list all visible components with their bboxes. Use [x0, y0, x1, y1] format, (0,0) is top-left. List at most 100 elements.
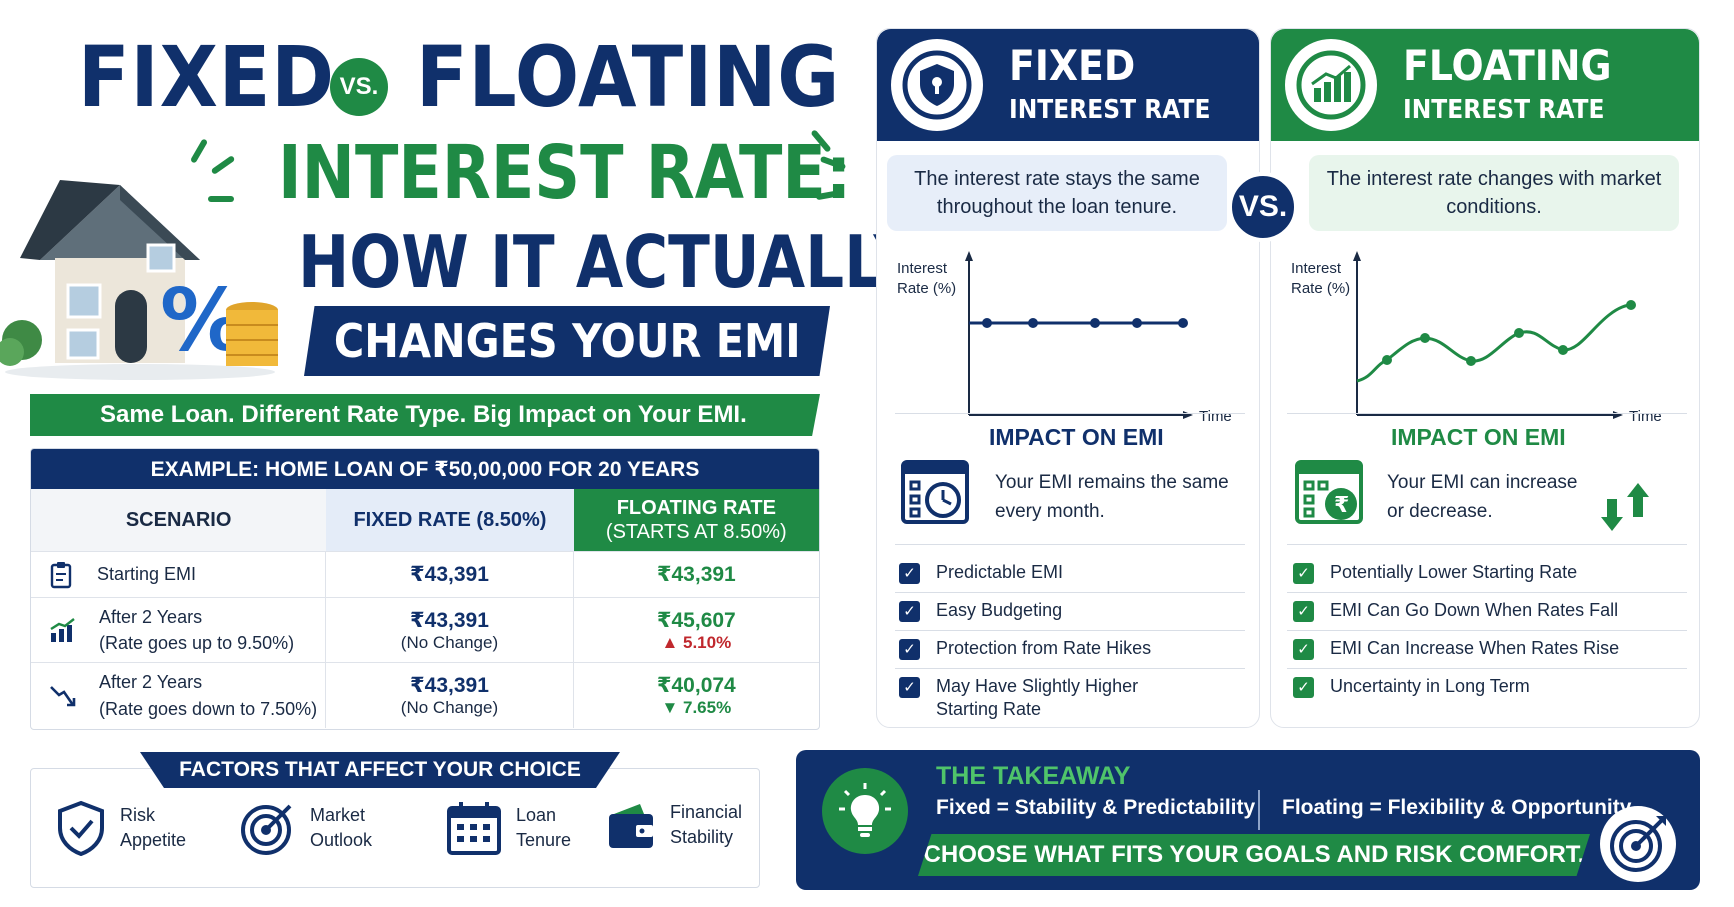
- fixed-point: ✓ Predictable EMI: [899, 561, 1063, 584]
- takeaway-divider: [1258, 790, 1260, 830]
- floating-description: The interest rate changes with market co…: [1309, 155, 1679, 231]
- target-arrow-icon: [1600, 806, 1676, 882]
- row-sublabel: (Rate goes down to 7.50%): [99, 698, 318, 719]
- check-icon: ✓: [1293, 677, 1314, 698]
- floating-point: ✓ Potentially Lower Starting Rate: [1293, 561, 1577, 584]
- emi-change-down: ▼ 7.65%: [661, 698, 732, 717]
- floating-rate-chart: Interest Rate (%) Time: [1291, 251, 1662, 425]
- row-label: Starting EMI: [97, 564, 197, 585]
- fixed-panel-subtitle: INTEREST RATE: [1009, 95, 1211, 125]
- title-floating: FLOATING: [416, 28, 841, 126]
- calendar-icon: [447, 802, 501, 855]
- title-fixed: FIXED: [78, 28, 335, 126]
- fixed-chart-ylabel: Rate (%): [897, 280, 956, 297]
- fixed-rate-point: [1090, 318, 1100, 328]
- check-icon: ✓: [1293, 639, 1314, 660]
- floating-rate-point: [1514, 328, 1524, 338]
- fixed-rate-panel: FIXED INTEREST RATE The interest rate sta…: [876, 28, 1260, 728]
- factor-loan-tenure: Loan Tenure: [446, 800, 571, 856]
- row-label: After 2 Years: [99, 672, 203, 693]
- floating-rate-panel: FLOATING INTEREST RATE The interest rate …: [1270, 28, 1700, 728]
- fixed-rate-point: [982, 318, 992, 328]
- fixed-point: ✓ Protection from Rate Hikes: [899, 637, 1151, 660]
- up-down-arrows-icon: [1601, 483, 1649, 531]
- floating-panel-subtitle: INTEREST RATE: [1403, 95, 1605, 125]
- column-header-scenario: SCENARIO: [31, 489, 327, 551]
- floating-rate-line: [1356, 303, 1632, 383]
- tagline-banner: Same Loan. Different Rate Type. Big Impa…: [30, 394, 820, 436]
- title-interest-rate: INTEREST RATE:: [278, 130, 852, 216]
- svg-text:₹: ₹: [1334, 492, 1349, 517]
- fixed-chart-ylabel: Interest: [897, 260, 948, 277]
- fixed-emi-value: ₹43,391: [410, 674, 489, 697]
- lightbulb-icon: [822, 768, 908, 854]
- column-header-floating: FLOATING RATE (STARTS AT 8.50%): [573, 489, 819, 551]
- floating-rate-point: [1558, 345, 1568, 355]
- takeaway-floating: Floating = Flexibility & Opportunity: [1282, 796, 1632, 819]
- check-icon: ✓: [899, 563, 920, 584]
- check-icon: ✓: [1293, 563, 1314, 584]
- floating-impact-title: IMPACT ON EMI: [1391, 424, 1566, 450]
- row-label: After 2 Years: [99, 606, 203, 627]
- emi-change-up: ▲ 5.10%: [661, 632, 732, 652]
- fixed-point: ✓ Easy Budgeting: [899, 599, 1062, 622]
- floating-point: ✓ EMI Can Go Down When Rates Fall: [1293, 599, 1618, 622]
- check-icon: ✓: [899, 601, 920, 622]
- fixed-rate-point: [1178, 318, 1188, 328]
- factor-market-outlook: Market Outlook: [240, 800, 372, 856]
- table-row: After 2 Years (Rate goes up to 9.50%) ₹43…: [31, 597, 819, 662]
- fixed-impact-title: IMPACT ON EMI: [989, 424, 1164, 450]
- house-percent-coins-icon: %: [0, 180, 278, 380]
- floating-panel-title: FLOATING: [1403, 41, 1612, 90]
- fixed-emi-value: ₹43,391: [410, 563, 489, 586]
- bar-chart-up-icon: [50, 618, 75, 642]
- floating-rate-point: [1382, 355, 1392, 365]
- check-icon: ✓: [899, 639, 920, 660]
- takeaway-fixed: Fixed = Stability & Predictability: [936, 796, 1256, 819]
- shield-check-icon: [58, 800, 104, 856]
- floating-point: ✓ Uncertainty in Long Term: [1293, 675, 1530, 698]
- floating-rate-point: [1626, 300, 1636, 310]
- floating-emi-value: ₹45,607: [656, 608, 736, 632]
- floating-chart-ylabel: Rate (%): [1291, 280, 1350, 297]
- fixed-emi-note: (No Change): [400, 698, 499, 717]
- factors-title: FACTORS THAT AFFECT YOUR CHOICE: [140, 752, 620, 788]
- fixed-impact-text: Your EMI remains the same every month.: [995, 472, 1229, 522]
- row-sublabel: (Rate goes up to 9.50%): [99, 633, 295, 653]
- factor-financial-stability: Financial Stability: [606, 800, 742, 850]
- fixed-description: The interest rate stays the same through…: [887, 155, 1227, 231]
- fixed-emi-note: (No Change): [400, 632, 499, 652]
- check-icon: ✓: [899, 677, 920, 698]
- trend-down-icon: [50, 685, 76, 706]
- floating-emi-value: ₹40,074: [656, 674, 736, 697]
- fixed-rate-point: [1028, 318, 1038, 328]
- fixed-rate-point: [1132, 318, 1142, 328]
- title-how-it-actually: HOW IT ACTUALLY: [298, 220, 918, 304]
- fixed-emi-value: ₹43,391: [410, 608, 489, 632]
- title-vs-badge: VS.: [330, 58, 388, 116]
- target-icon: [241, 804, 292, 855]
- floating-rate-point: [1466, 356, 1476, 366]
- takeaway-title: THE TAKEAWAY: [936, 762, 1131, 790]
- floating-panel-header: FLOATING INTEREST RATE: [1271, 29, 1699, 141]
- takeaway-band: CHOOSE WHAT FITS YOUR GOALS AND RISK COM…: [918, 834, 1590, 876]
- floating-chart-ylabel: Interest: [1291, 260, 1342, 277]
- title-changes-your-emi: CHANGES YOUR EMI: [304, 306, 830, 376]
- factor-risk-appetite: Risk Appetite: [56, 800, 186, 856]
- calendar-rupee-icon: ₹: [1295, 460, 1363, 524]
- fixed-panel-header: FIXED INTEREST RATE: [877, 29, 1259, 141]
- growth-chart-icon: [1285, 39, 1377, 131]
- check-icon: ✓: [1293, 601, 1314, 622]
- floating-impact-text: Your EMI can increase or decrease.: [1387, 472, 1578, 522]
- column-header-fixed: FIXED RATE (8.50%): [326, 489, 574, 551]
- floating-chart-xlabel: Time: [1629, 408, 1662, 425]
- floating-point: ✓ EMI Can Increase When Rates Rise: [1293, 637, 1619, 660]
- versus-circle: VS.: [1228, 172, 1298, 242]
- clipboard-icon: [50, 561, 72, 588]
- table-row: Starting EMI ₹43,391 ₹43,391: [31, 551, 819, 597]
- table-row: After 2 Years (Rate goes down to 7.50%) ₹…: [31, 662, 819, 728]
- fixed-rate-chart: Interest Rate (%) Time: [897, 251, 1232, 425]
- floating-emi-value: ₹43,391: [656, 563, 736, 586]
- floating-rate-point: [1420, 333, 1430, 343]
- calendar-clock-icon: [901, 460, 969, 524]
